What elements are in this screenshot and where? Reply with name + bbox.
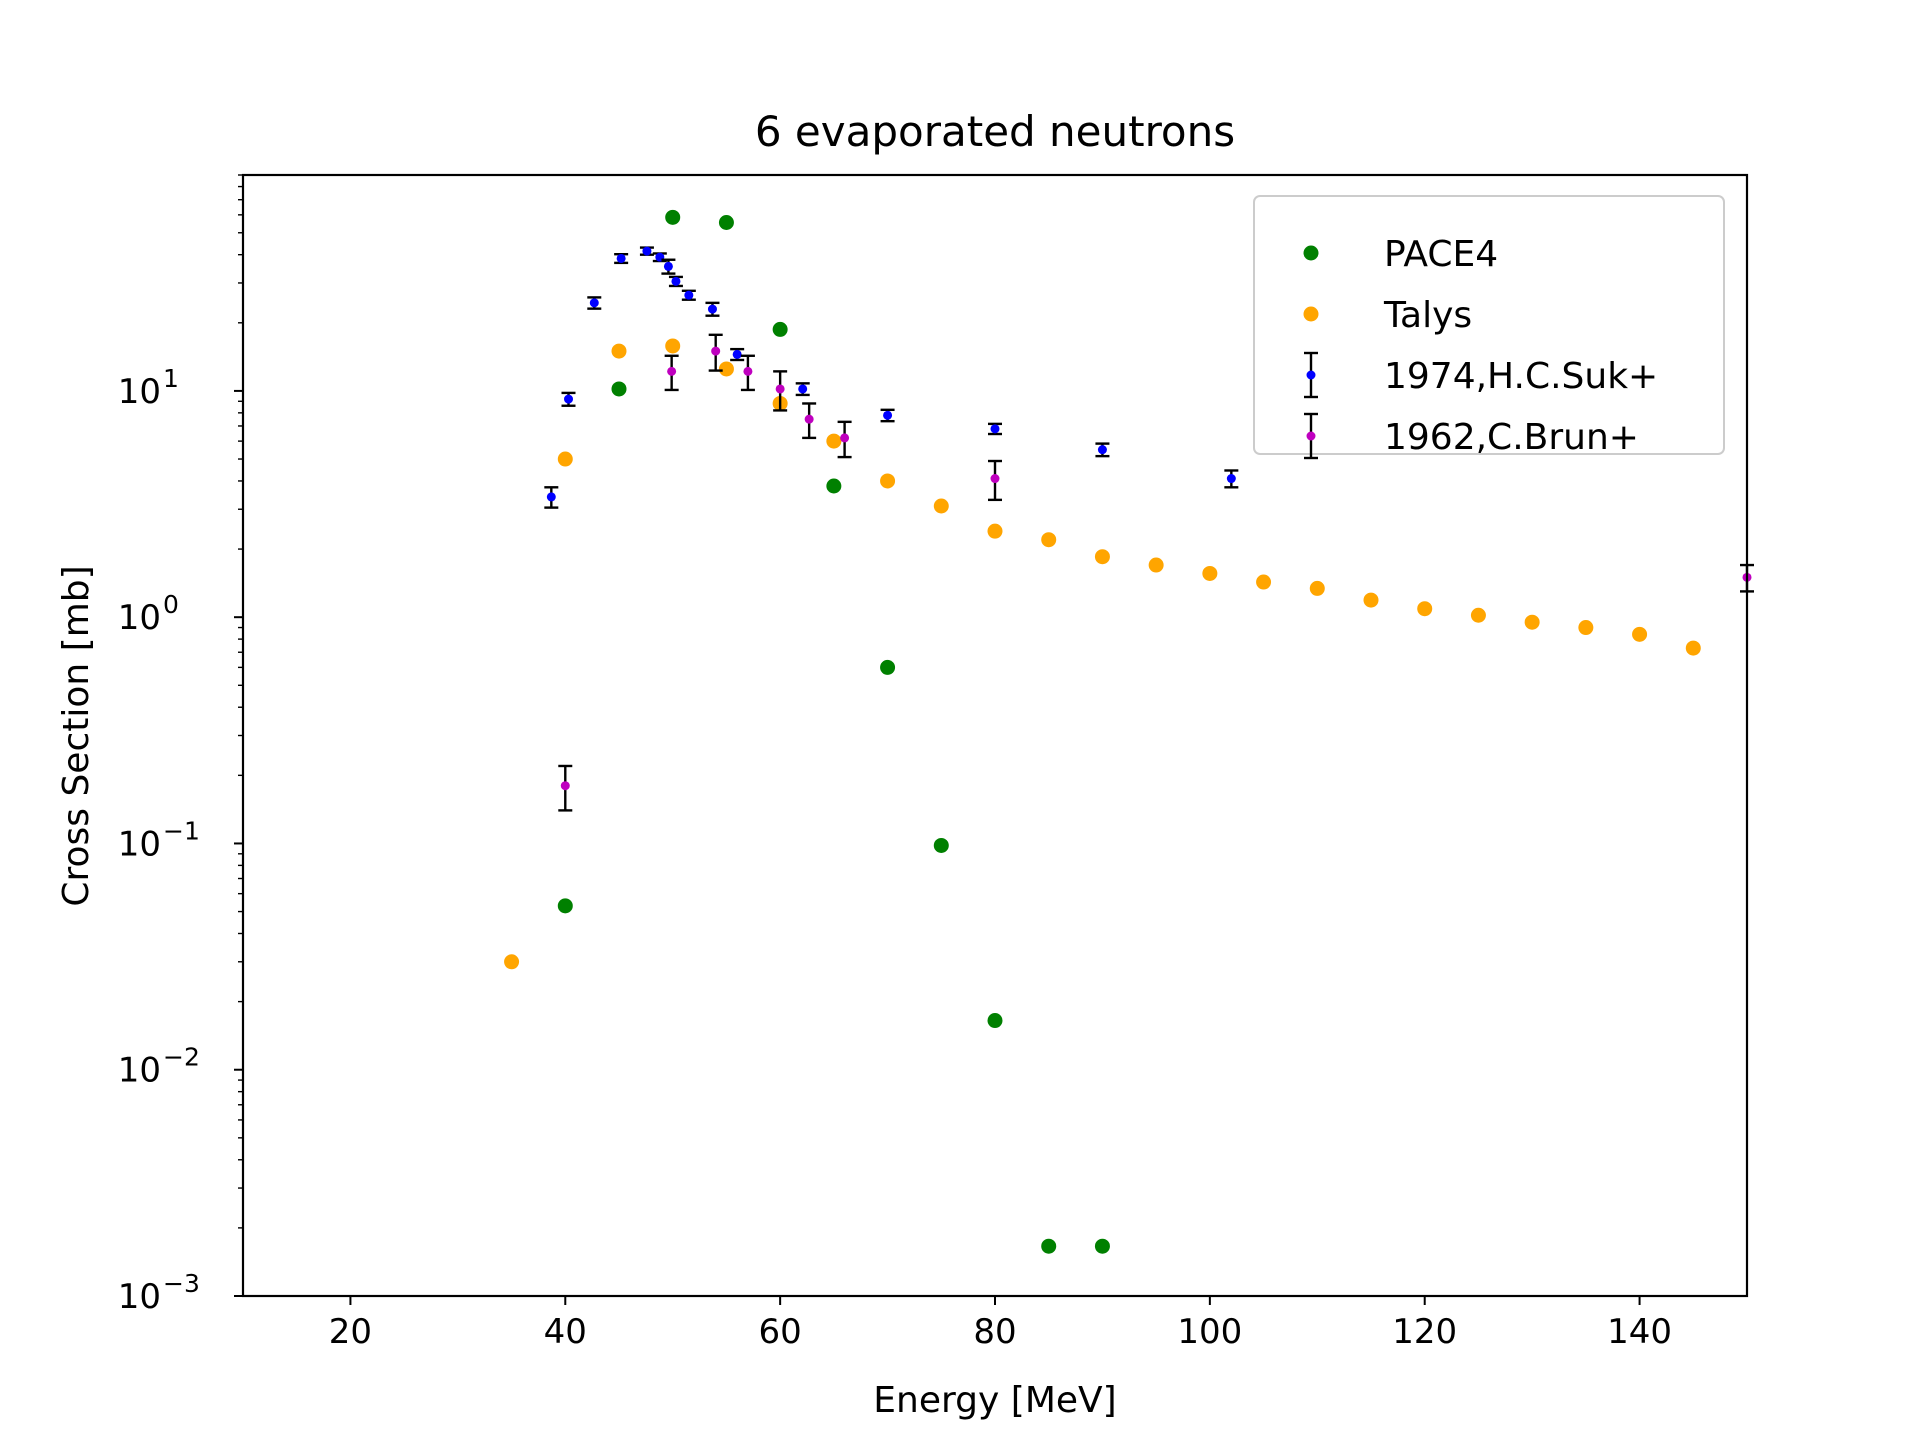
legend-box: [1253, 195, 1725, 455]
x-axis-ticks: 20 40 60 80 100 120 140: [329, 1296, 1672, 1352]
data-point: [616, 253, 626, 263]
data-point: [684, 290, 694, 300]
x-tick-label: 100: [1177, 1312, 1242, 1352]
data-point: [663, 261, 673, 271]
data-point: [1226, 474, 1236, 484]
data-point: [880, 473, 896, 489]
data-point: [1148, 557, 1164, 573]
legend-label: PACE4: [1384, 234, 1498, 275]
x-tick-label: 20: [329, 1312, 372, 1352]
data-point: [1363, 592, 1379, 608]
data-point: [743, 366, 753, 376]
data-marks: [504, 209, 1754, 1254]
legend-label: Talys: [1383, 295, 1472, 336]
data-point: [557, 451, 573, 467]
data-point: [1097, 445, 1107, 455]
y-tick-label: 10: [118, 372, 161, 412]
data-point: [1094, 1238, 1110, 1254]
series-1962-c-brun: [558, 333, 1754, 812]
data-point: [1632, 626, 1648, 642]
data-point: [718, 361, 734, 377]
data-point: [772, 321, 788, 337]
y-tick-label: 10: [118, 1051, 161, 1091]
legend-label: 1974,H.C.Suk+: [1384, 356, 1658, 397]
data-point: [987, 1013, 1003, 1029]
y-tick-exponent: 1: [163, 364, 179, 393]
data-point: [1309, 580, 1325, 596]
legend: PACE4 Talys 1974,H.C.Suk+ 1962,C.Brun+: [1253, 195, 1725, 460]
chart-title: 6 evaporated neutrons: [755, 107, 1235, 156]
x-tick-label: 60: [759, 1312, 802, 1352]
data-point: [798, 384, 808, 394]
x-axis-label: Energy [MeV]: [873, 1380, 1116, 1421]
y-tick-exponent: −1: [163, 816, 200, 845]
data-point: [1417, 601, 1433, 617]
data-point: [667, 366, 677, 376]
data-point: [1041, 1238, 1057, 1254]
data-point: [880, 659, 896, 675]
series-pace4: [557, 209, 1110, 1254]
data-point: [665, 338, 681, 354]
data-point: [718, 215, 734, 231]
data-point: [804, 414, 814, 424]
data-point: [564, 394, 574, 404]
x-tick-label: 140: [1607, 1312, 1672, 1352]
data-point: [589, 298, 599, 308]
y-tick-exponent: 0: [163, 590, 179, 619]
data-point: [546, 492, 556, 502]
y-axis-label: Cross Section [mb]: [56, 565, 97, 906]
data-point: [775, 384, 785, 394]
legend-label: 1962,C.Brun+: [1384, 417, 1639, 458]
data-point: [1470, 607, 1486, 623]
data-point: [504, 954, 520, 970]
data-point: [560, 781, 570, 791]
series-talys: [504, 338, 1701, 970]
y-tick-label: 10: [118, 1277, 161, 1317]
legend-marker: [1306, 431, 1316, 441]
data-point: [557, 898, 573, 914]
data-point: [840, 433, 850, 443]
data-point: [611, 343, 627, 359]
data-point: [1041, 532, 1057, 548]
data-point: [711, 346, 721, 356]
x-tick-label: 40: [544, 1312, 587, 1352]
x-tick-label: 120: [1392, 1312, 1457, 1352]
y-tick-label: 10: [118, 598, 161, 638]
legend-marker: [1303, 245, 1319, 261]
data-point: [933, 837, 949, 853]
data-point: [933, 498, 949, 514]
y-tick-exponent: −3: [163, 1269, 200, 1298]
data-point: [732, 349, 742, 359]
data-point: [665, 209, 681, 225]
x-tick-label: 80: [973, 1312, 1016, 1352]
data-point: [990, 424, 1000, 434]
data-point: [1202, 565, 1218, 581]
data-point: [707, 304, 717, 314]
data-point: [883, 410, 893, 420]
data-point: [1524, 614, 1540, 630]
y-tick-exponent: −2: [163, 1043, 200, 1072]
data-point: [990, 474, 1000, 484]
data-point: [826, 478, 842, 494]
legend-marker: [1303, 306, 1319, 322]
legend-marker: [1306, 370, 1316, 380]
y-tick-label: 10: [118, 824, 161, 864]
data-point: [642, 246, 652, 256]
series-1974-h-c-suk: [544, 246, 1239, 509]
data-point: [987, 523, 1003, 539]
data-point: [1094, 549, 1110, 565]
data-point: [826, 433, 842, 449]
data-point: [1685, 640, 1701, 656]
data-point: [1578, 620, 1594, 636]
data-point: [1256, 574, 1272, 590]
data-point: [611, 381, 627, 397]
data-point: [671, 276, 681, 286]
